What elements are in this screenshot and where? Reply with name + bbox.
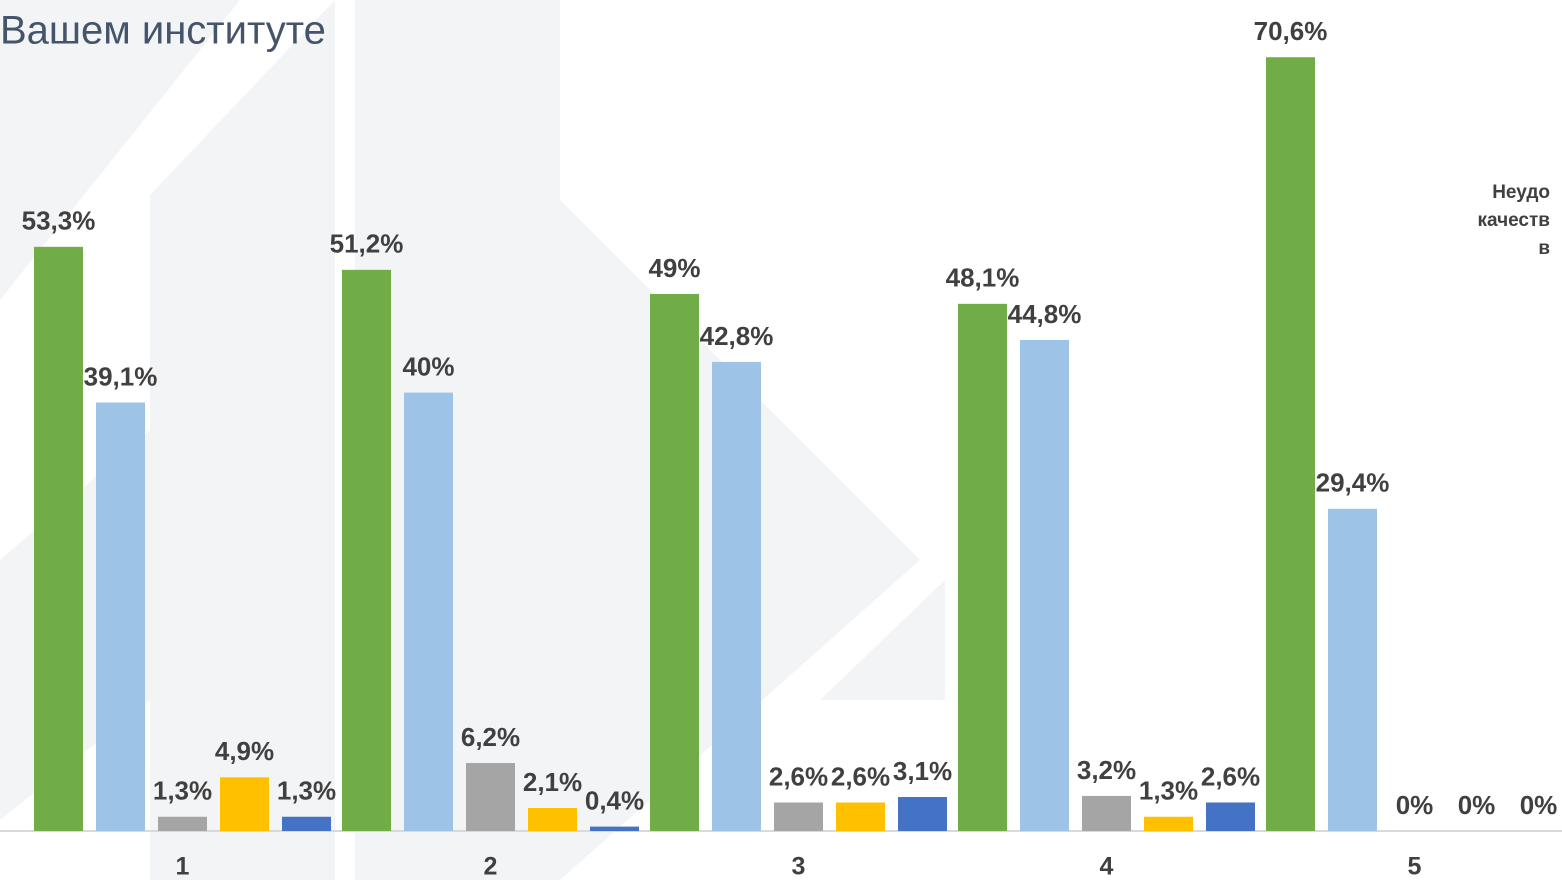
bar bbox=[158, 816, 207, 831]
bar bbox=[342, 269, 391, 831]
bar bbox=[34, 246, 83, 831]
chart-title: Вашем институте bbox=[0, 9, 326, 53]
bar bbox=[1144, 816, 1193, 831]
bar bbox=[774, 802, 823, 831]
value-label: 70,6% bbox=[1254, 16, 1328, 46]
bar bbox=[1082, 795, 1131, 831]
bar bbox=[528, 807, 577, 831]
value-label: 3,1% bbox=[893, 756, 952, 786]
x-tick-label: 5 bbox=[1408, 853, 1422, 880]
bar bbox=[220, 777, 269, 831]
bar bbox=[712, 361, 761, 831]
bar bbox=[466, 763, 515, 831]
value-label: 39,1% bbox=[84, 361, 158, 391]
x-tick-label: 1 bbox=[176, 853, 190, 880]
value-label: 0% bbox=[1396, 790, 1434, 820]
value-label: 44,8% bbox=[1008, 299, 1082, 329]
value-label: 49% bbox=[648, 253, 700, 283]
value-label: 2,1% bbox=[523, 767, 582, 797]
bar bbox=[1206, 802, 1255, 831]
bar bbox=[96, 402, 145, 831]
bar bbox=[1020, 339, 1069, 831]
bar bbox=[836, 802, 885, 831]
value-label: 53,3% bbox=[22, 206, 96, 236]
bar bbox=[590, 826, 639, 831]
bar bbox=[898, 797, 947, 831]
value-label: 1,3% bbox=[153, 776, 212, 806]
value-label: 2,6% bbox=[1201, 761, 1260, 791]
value-label: 3,2% bbox=[1077, 755, 1136, 785]
annotation: в bbox=[1538, 238, 1550, 259]
annotation: Неудо bbox=[1492, 182, 1550, 203]
value-label: 6,2% bbox=[461, 722, 520, 752]
bar bbox=[650, 293, 699, 832]
value-label: 40% bbox=[402, 351, 454, 381]
value-label: 1,3% bbox=[1139, 776, 1198, 806]
value-label: 29,4% bbox=[1316, 468, 1390, 498]
value-label: 1,3% bbox=[277, 776, 336, 806]
value-label: 2,6% bbox=[831, 761, 890, 791]
value-label: 42,8% bbox=[700, 321, 774, 351]
value-label: 48,1% bbox=[946, 263, 1020, 293]
bar bbox=[958, 303, 1007, 832]
bar bbox=[1328, 508, 1377, 831]
x-tick-label: 2 bbox=[484, 853, 498, 880]
bar bbox=[404, 392, 453, 831]
value-label: 51,2% bbox=[330, 229, 404, 259]
bar bbox=[282, 816, 331, 831]
value-label: 2,6% bbox=[769, 761, 828, 791]
bar bbox=[1266, 57, 1315, 831]
value-label: 0% bbox=[1520, 790, 1558, 820]
x-tick-label: 3 bbox=[792, 853, 806, 880]
annotation: качеств bbox=[1477, 210, 1550, 231]
value-label: 0,4% bbox=[585, 785, 644, 815]
value-label: 4,9% bbox=[215, 736, 274, 766]
x-tick-label: 4 bbox=[1100, 853, 1114, 880]
value-label: 0% bbox=[1458, 790, 1496, 820]
